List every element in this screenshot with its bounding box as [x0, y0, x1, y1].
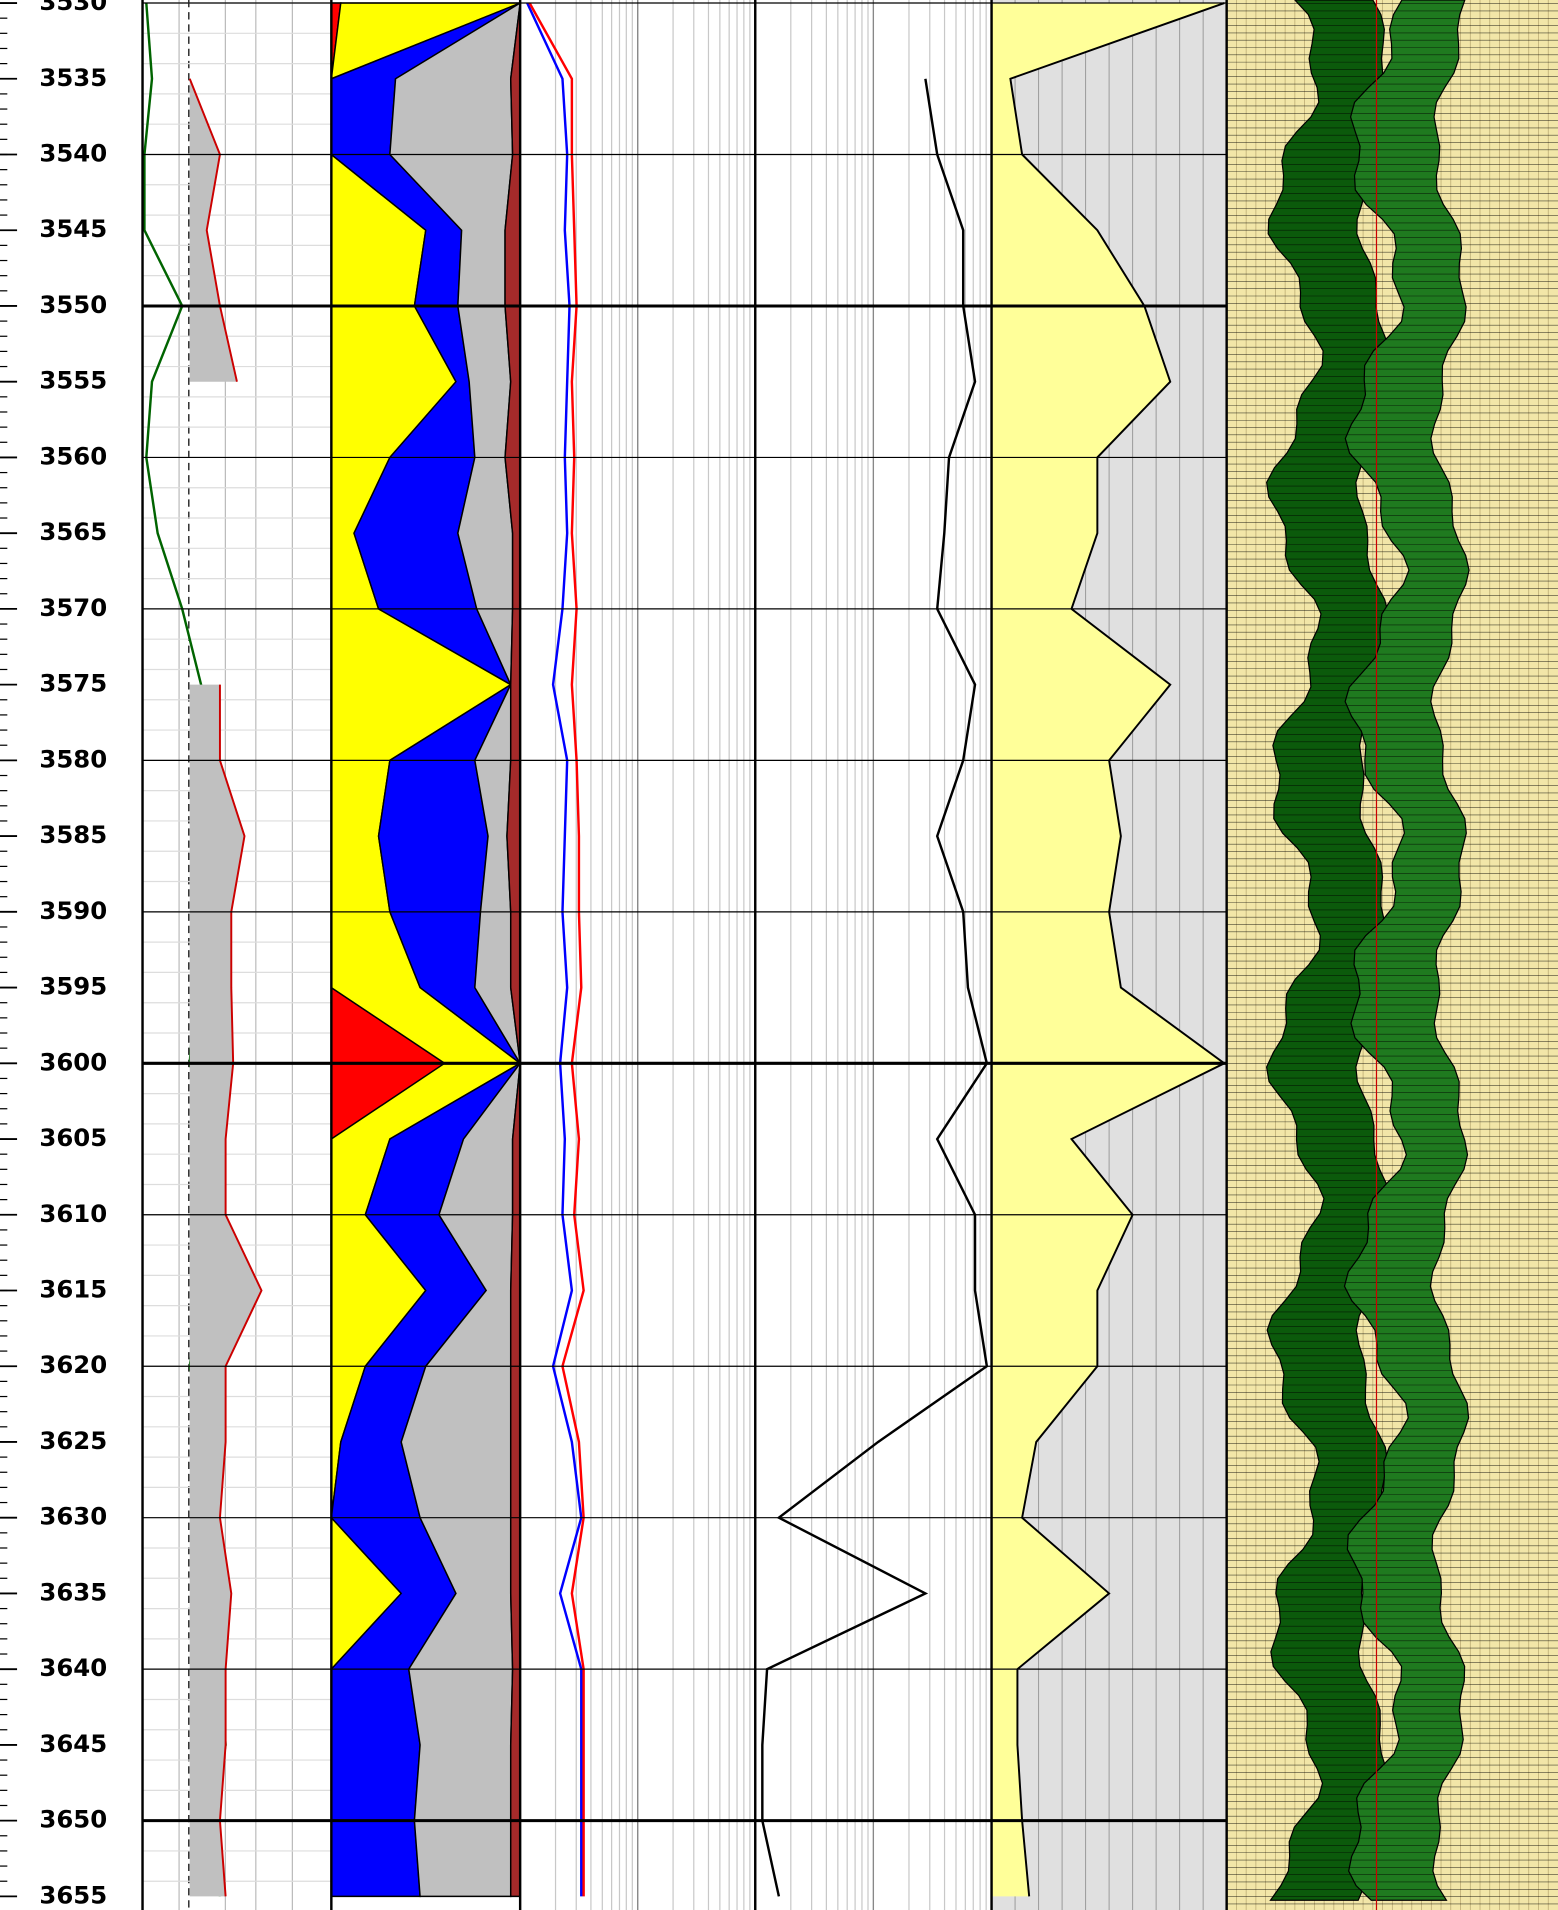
log-curve: [761, 78, 989, 1897]
log-curve: [526, 2, 583, 1897]
log-curve: [1009, 2, 1227, 1897]
y-tick-label: 3550: [39, 290, 107, 319]
y-tick-label: 3635: [39, 1577, 107, 1606]
track-background: [142, 0, 332, 1910]
y-tick-label: 3630: [39, 1502, 107, 1531]
y-tick-label: 3575: [39, 669, 107, 698]
y-tick-label: 3655: [39, 1880, 107, 1909]
y-tick-label: 3530: [39, 0, 107, 16]
y-tick-label: 3620: [39, 1350, 107, 1379]
y-tick-label: 3580: [39, 744, 107, 773]
y-tick-label: 3615: [39, 1274, 107, 1303]
y-tick-label: 3645: [39, 1729, 107, 1758]
log-curve: [188, 78, 263, 1897]
y-tick-label: 3610: [39, 1199, 107, 1228]
y-tick-label: 3565: [39, 517, 107, 546]
curve-fill: [189, 684, 262, 1897]
y-tick-label: 3595: [39, 972, 107, 1001]
y-tick-label: 3570: [39, 593, 107, 622]
y-tick-label: 3560: [39, 441, 107, 470]
log-curve: [528, 2, 585, 1897]
curve-fill: [991, 3, 1225, 1897]
y-tick-label: 3585: [39, 820, 107, 849]
y-tick-label: 3540: [39, 138, 107, 167]
waveform-band: [1343, 0, 1470, 1901]
y-tick-label: 3535: [39, 63, 107, 92]
y-tick-label: 3625: [39, 1426, 107, 1455]
y-tick-label: 3555: [39, 366, 107, 395]
y-tick-label: 3590: [39, 896, 107, 925]
y-tick-label: 3605: [39, 1123, 107, 1152]
y-tick-label: 3650: [39, 1805, 107, 1834]
y-tick-label: 3600: [39, 1047, 107, 1076]
y-tick-label: 3640: [39, 1653, 107, 1682]
y-tick-label: 3545: [39, 214, 107, 243]
